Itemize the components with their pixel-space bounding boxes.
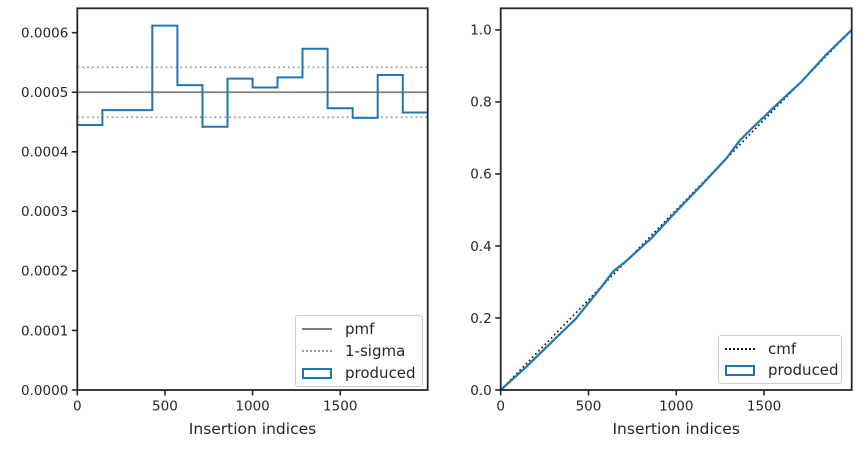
x-tick-label: 1000 <box>659 399 693 415</box>
left-legend: pmf 1-sigma produced <box>295 315 423 387</box>
pmf-line-sample-icon <box>302 328 332 330</box>
x-tick-label: 0 <box>73 399 82 415</box>
y-tick-label: 0.6 <box>470 167 491 183</box>
legend-label: pmf <box>345 320 375 338</box>
y-tick-label: 0.0004 <box>21 145 68 161</box>
y-tick-label: 0.0006 <box>21 26 68 42</box>
legend-entry-produced: produced <box>296 364 422 382</box>
legend-label: produced <box>345 364 416 382</box>
legend-entry-pmf: pmf <box>296 320 422 338</box>
y-tick-label: 0.0003 <box>21 204 68 220</box>
x-axis-label: Insertion indices <box>612 420 739 438</box>
sigma-line-sample-icon <box>302 350 332 352</box>
right-plot: 0 500 1000 1500 0.0 0.2 0.4 0.6 0.8 1.0 Insertion … <box>470 7 853 438</box>
x-axis-label: Insertion indices <box>189 420 316 438</box>
produced-cdf-line <box>500 29 852 391</box>
axes-frame <box>499 7 853 391</box>
x-tick-label: 1500 <box>323 399 357 415</box>
y-tick-label: 0.0 <box>470 383 491 399</box>
y-tick-label: 0.0002 <box>21 264 68 280</box>
legend-label: cmf <box>768 339 797 358</box>
x-tick-label: 1500 <box>747 399 781 415</box>
produced-patch-sample-icon <box>302 367 332 379</box>
y-tick-label: 0.2 <box>470 311 491 327</box>
y-tick-label: 0.0005 <box>21 85 68 101</box>
y-tick-label: 0.8 <box>470 95 491 111</box>
y-tick-label: 0.0001 <box>21 323 68 339</box>
y-tick-label: 0.0000 <box>21 383 68 399</box>
produced-patch-sample-icon <box>725 364 755 376</box>
y-tick-label: 1.0 <box>470 23 491 39</box>
y-tick-label: 0.4 <box>470 239 491 255</box>
legend-entry-sigma: 1-sigma <box>296 342 422 360</box>
legend-label: 1-sigma <box>345 342 406 360</box>
x-tick-label: 0 <box>496 399 505 415</box>
x-tick-label: 1000 <box>235 399 269 415</box>
right-legend: cmf produced <box>718 335 842 384</box>
legend-label: produced <box>768 361 839 380</box>
cmf-line-sample-icon <box>725 347 755 350</box>
x-tick-label: 500 <box>576 399 602 415</box>
x-tick-label: 500 <box>152 399 178 415</box>
legend-entry-cmf: cmf <box>719 340 841 358</box>
produced-step-line <box>77 24 428 128</box>
left-plot: 0 500 1000 1500 0.0000 0.0001 0.0002 0.0003 0.00… <box>21 7 429 438</box>
legend-entry-produced: produced <box>719 361 841 379</box>
